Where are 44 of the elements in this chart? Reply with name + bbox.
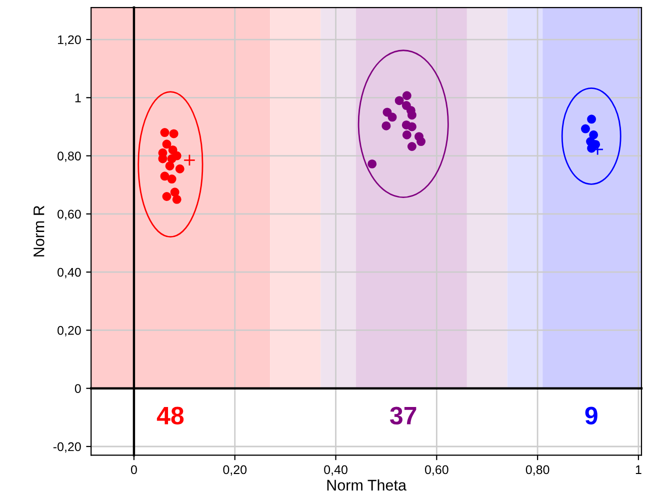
y-tick-label: 0: [74, 384, 81, 394]
x-tick-label: 0,40: [324, 465, 348, 476]
point: [160, 172, 170, 181]
point: [160, 128, 170, 138]
x-axis-title: Norm Theta: [327, 479, 406, 491]
point: [183, 154, 196, 166]
y-tick-label: 0,20: [58, 326, 81, 336]
x-tick-label: 0,20: [223, 465, 247, 476]
x-tick-label: 0: [130, 465, 137, 474]
point: [172, 194, 182, 204]
point: [382, 121, 391, 130]
point: [162, 140, 172, 149]
point: [587, 114, 596, 124]
point: [167, 174, 176, 184]
point: [169, 129, 178, 138]
point: [407, 142, 416, 151]
y-tick-label: 0,80: [58, 152, 81, 162]
x-tick-label: 0,60: [424, 465, 448, 476]
point: [162, 192, 172, 201]
x-tick-label: 0,80: [526, 465, 550, 476]
point: [589, 130, 598, 140]
point: [416, 137, 426, 146]
y-tick-label: 1: [75, 94, 81, 102]
point: [402, 130, 412, 140]
point: [175, 164, 184, 174]
annotation: 9: [585, 406, 598, 424]
annotation: 37: [390, 406, 416, 425]
y-axis-title: Norm R: [34, 206, 44, 256]
point: [580, 124, 590, 134]
point: [368, 159, 377, 168]
point: [170, 188, 180, 197]
y-tick-label: 1,20: [58, 35, 81, 46]
point: [407, 110, 416, 120]
point: [388, 112, 397, 122]
point: [407, 122, 416, 132]
y-tick-label: -0,20: [53, 442, 81, 453]
point: [165, 161, 174, 170]
y-tick-label: 0,40: [58, 268, 81, 278]
y-tick-label: 0,60: [58, 210, 81, 220]
point: [402, 91, 412, 100]
annotation: 48: [156, 406, 184, 424]
point: [172, 151, 182, 160]
x-tick-label: 1: [636, 465, 642, 474]
point: [394, 96, 404, 106]
